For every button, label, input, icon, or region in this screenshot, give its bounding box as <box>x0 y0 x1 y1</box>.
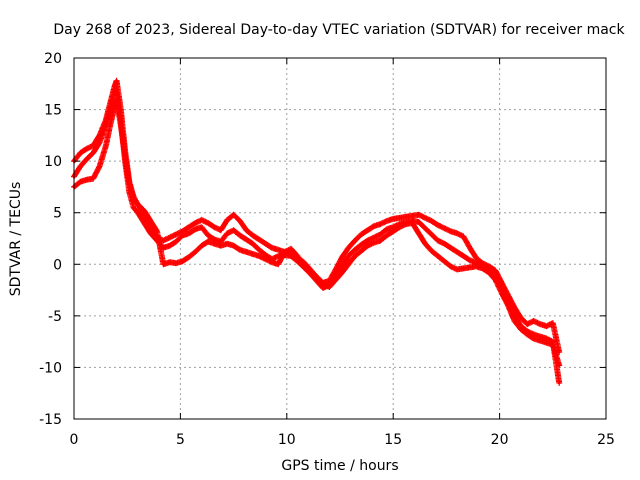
x-tick-label: 25 <box>597 432 615 448</box>
x-tick-label: 15 <box>384 432 402 448</box>
x-tick-label: 20 <box>491 432 509 448</box>
series-trace-3 <box>71 96 563 369</box>
y-tick-label: -5 <box>48 309 62 325</box>
y-tick-label: 0 <box>53 257 62 273</box>
x-axis-label: GPS time / hours <box>281 458 398 474</box>
y-tick-labels: -15 -10 -5 0 5 10 15 20 <box>39 51 62 428</box>
marker-trail <box>71 88 563 386</box>
x-tick-label: 10 <box>278 432 296 448</box>
series-trace-1 <box>71 77 563 355</box>
y-tick-label: 10 <box>44 154 62 170</box>
y-tick-label: 15 <box>44 103 62 119</box>
series-trace-2 <box>71 88 563 386</box>
marker-trail <box>71 96 563 369</box>
x-tick-label: 5 <box>176 432 185 448</box>
x-tick-label: 0 <box>70 432 79 448</box>
y-tick-label: 5 <box>53 206 62 222</box>
data-points <box>71 77 563 386</box>
marker-trail <box>71 77 563 355</box>
chart-title: Day 268 of 2023, Sidereal Day-to-day VTE… <box>53 22 625 38</box>
y-tick-label: -10 <box>39 360 62 376</box>
axis-ticks <box>73 57 607 420</box>
y-tick-label: 20 <box>44 51 62 67</box>
y-axis-label: SDTVAR / TECUs <box>8 182 24 297</box>
plot-frame <box>73 57 607 420</box>
x-tick-labels: 0 5 10 15 20 25 <box>70 432 615 448</box>
y-tick-label: -15 <box>39 412 62 428</box>
